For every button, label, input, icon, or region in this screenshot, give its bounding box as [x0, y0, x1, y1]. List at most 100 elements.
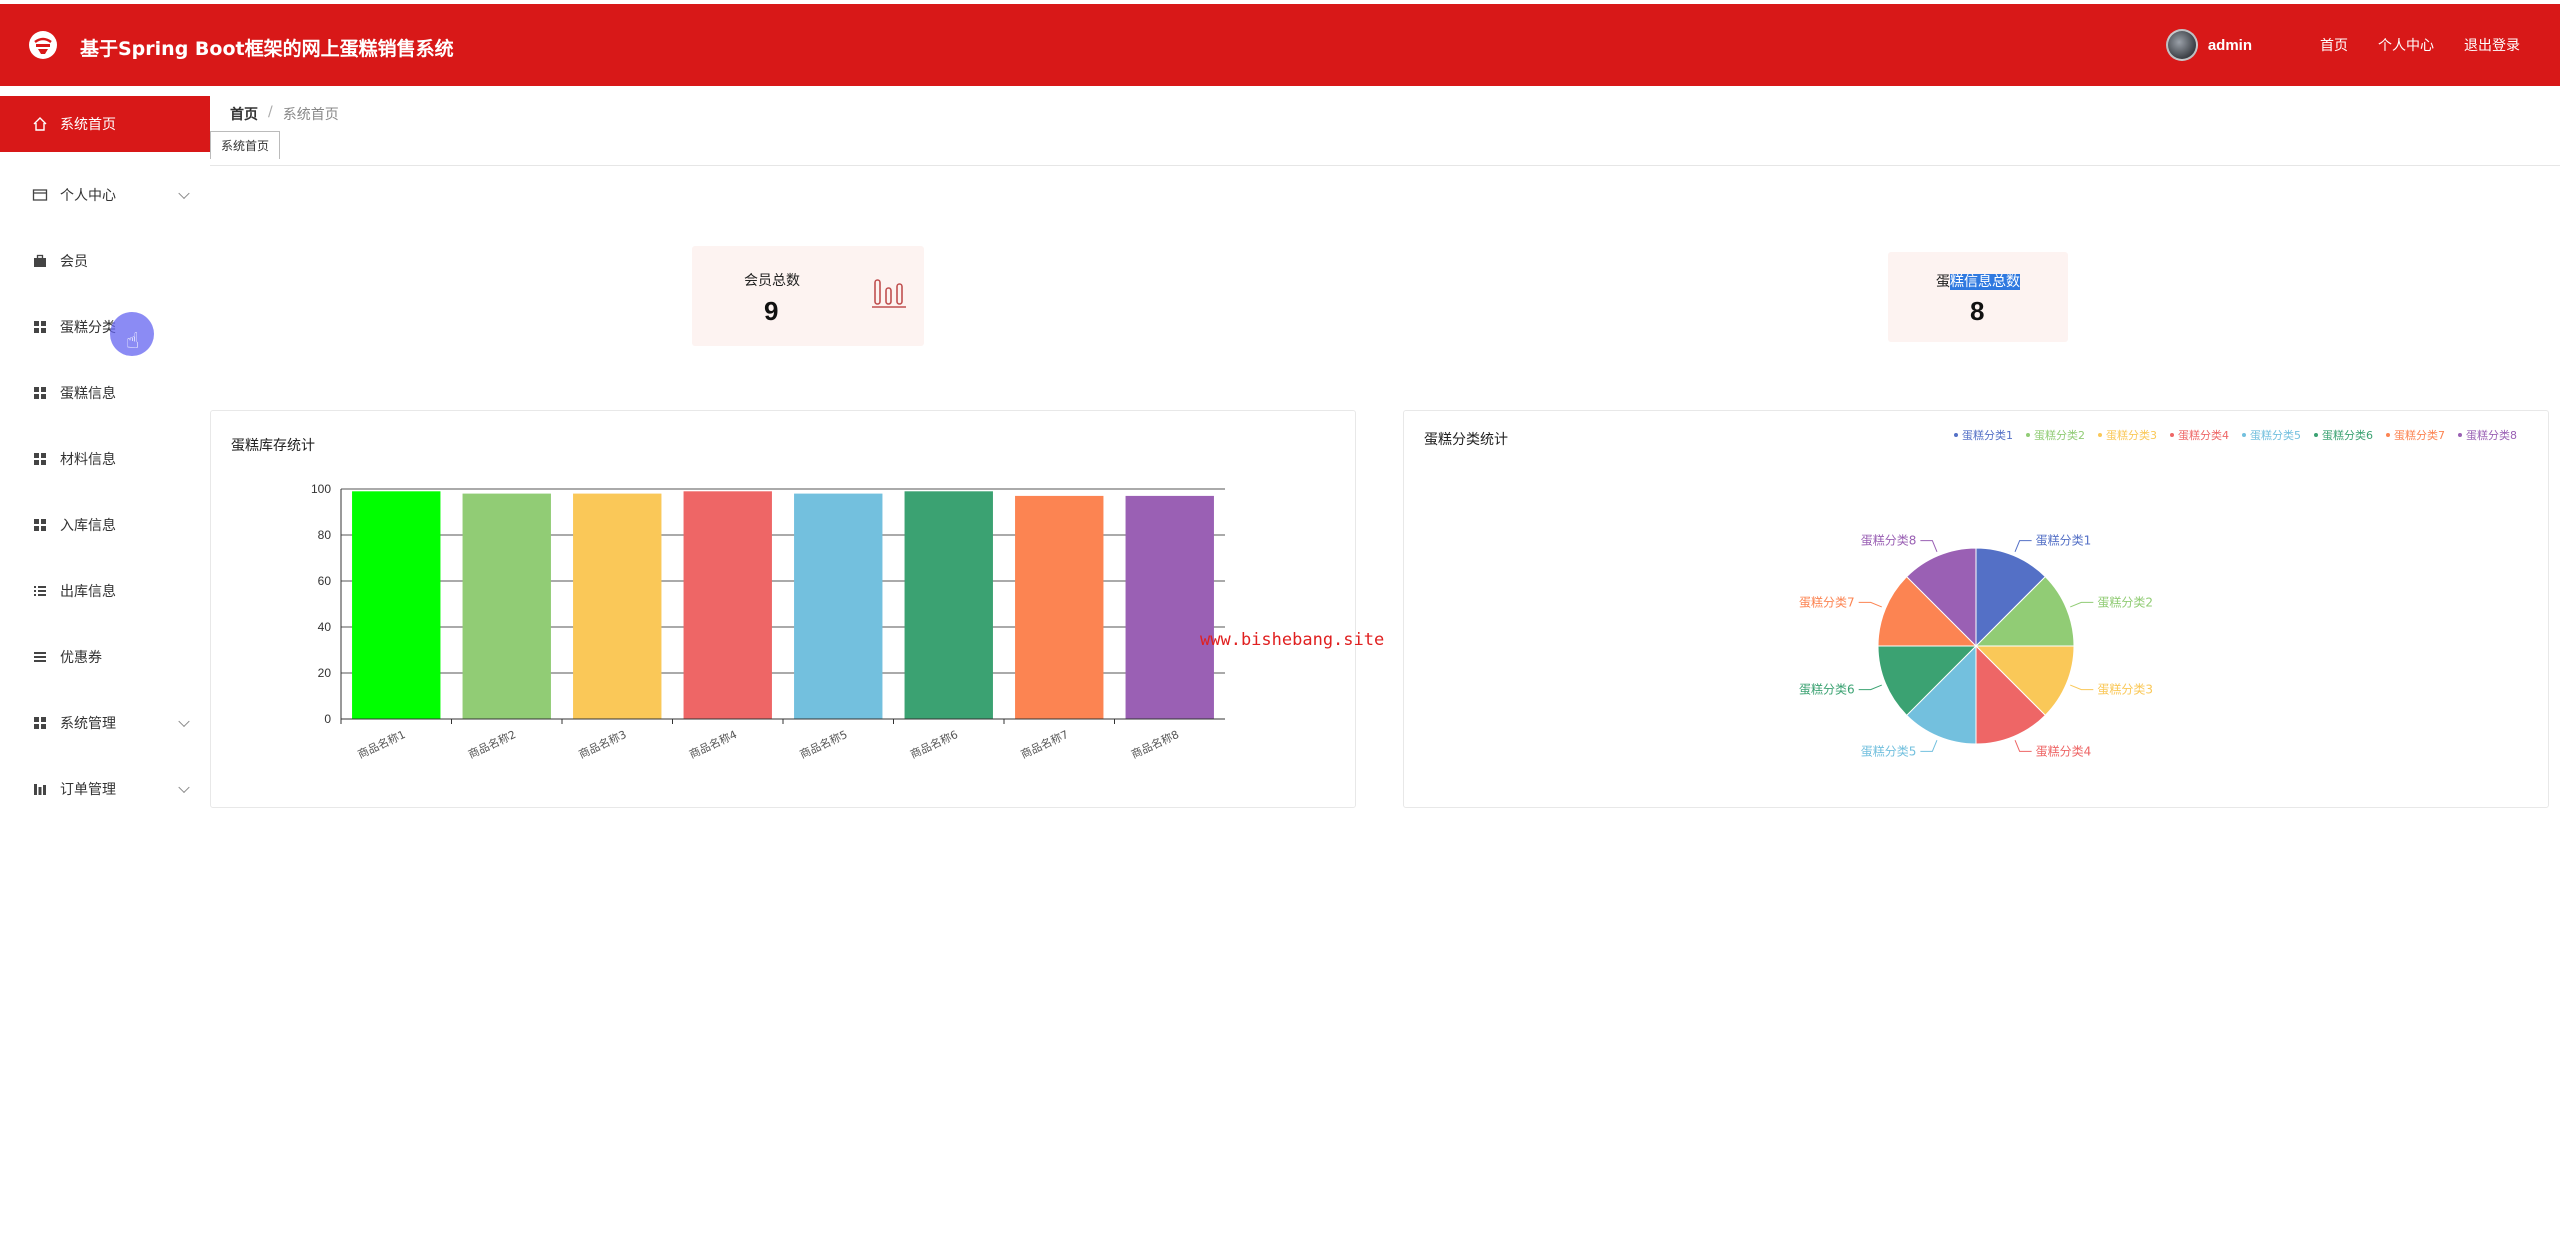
legend-item[interactable]: 蛋糕分类3	[2106, 428, 2157, 442]
chevron-down-icon	[178, 781, 190, 794]
x-tick-label: 商品名称7	[1018, 727, 1070, 761]
legend-item[interactable]: 蛋糕分类6	[2322, 428, 2373, 442]
username: admin	[2207, 36, 2252, 54]
breadcrumb: 首页 / 系统首页	[230, 104, 339, 124]
sidebar-item-cake-info[interactable]: 蛋糕信息	[0, 360, 210, 426]
logout-link[interactable]: 退出登录	[2464, 38, 2520, 54]
legend-item[interactable]: 蛋糕分类2	[2034, 428, 2085, 442]
tags-view: 系统首页	[210, 131, 2560, 166]
legend-marker	[2026, 433, 2030, 437]
label-leader-line	[1858, 601, 1882, 608]
sidebar-item-label: 优惠券	[60, 650, 102, 666]
legend-item[interactable]: 蛋糕分类5	[2250, 428, 2301, 442]
bar[interactable]	[794, 493, 883, 719]
sidebar-item-label: 材料信息	[60, 452, 116, 468]
nav-home-link[interactable]: 首页	[2320, 38, 2348, 54]
sidebar-item-system[interactable]: 系统管理	[0, 690, 210, 756]
home-icon	[32, 116, 48, 132]
label-leader-line	[2014, 540, 2032, 552]
pie-slice[interactable]	[1877, 575, 1978, 647]
id-card-icon	[32, 187, 48, 203]
label-leader-line	[2070, 601, 2094, 608]
slice-label: 蛋糕分类7	[1799, 595, 1855, 609]
label-leader-line	[2014, 740, 2032, 752]
chevron-down-icon	[178, 187, 190, 200]
sidebar-item-orders[interactable]: 订单管理	[0, 756, 210, 822]
cursor-highlight	[110, 312, 154, 356]
grid-icon	[32, 715, 48, 731]
bar[interactable]	[1015, 495, 1104, 719]
legend-item[interactable]: 蛋糕分类8	[2466, 428, 2517, 442]
sidebar-item-profile[interactable]: 个人中心	[0, 162, 210, 228]
sidebar: 系统首页 个人中心 会员 蛋糕分类 蛋糕信息 材料信息 入库	[0, 96, 210, 822]
sidebar-item-label: 入库信息	[60, 518, 116, 534]
y-tick-label: 100	[311, 482, 331, 496]
legend-item[interactable]: 蛋糕分类7	[2394, 428, 2445, 442]
bar-chart: 0 20 40 60 80 100 商品名称1 商品名称2 商品名称3 商品名称4 商品名称5 商品名…	[311, 482, 1225, 761]
label-leader-line	[1858, 684, 1882, 691]
pie-slice[interactable]	[1877, 645, 1978, 717]
legend-marker	[2098, 433, 2102, 437]
bar[interactable]	[1125, 495, 1214, 719]
x-tick-label: 商品名称1	[355, 727, 407, 761]
chart-icon	[32, 781, 48, 797]
slice-label: 蛋糕分类5	[1861, 744, 1917, 758]
pie-slice[interactable]	[1905, 547, 1977, 648]
sidebar-item-member[interactable]: 会员	[0, 228, 210, 294]
bar[interactable]	[352, 491, 441, 719]
pie-chart: 蛋糕分类1 蛋糕分类2 蛋糕分类3 蛋糕分类4 蛋糕分类5 蛋糕分类6 蛋糕分类7 蛋糕分类8…	[1799, 428, 2517, 758]
pie-slice[interactable]	[1975, 547, 2047, 648]
briefcase-icon	[32, 253, 48, 269]
pie-slice[interactable]	[1905, 644, 1977, 745]
legend-marker	[2314, 433, 2318, 437]
y-tick-label: 60	[318, 574, 332, 588]
pie-slice[interactable]	[1974, 645, 2075, 717]
menu-icon	[32, 649, 48, 665]
x-tick-label: 商品名称3	[576, 727, 628, 761]
sidebar-item-label: 订单管理	[60, 782, 116, 798]
x-tick-label: 商品名称2	[466, 727, 518, 761]
legend-marker	[2170, 433, 2174, 437]
sidebar-item-label: 系统首页	[60, 117, 116, 133]
bar[interactable]	[573, 493, 662, 719]
legend-marker	[2242, 433, 2246, 437]
y-tick-label: 40	[318, 620, 332, 634]
legend-marker	[1954, 433, 1958, 437]
pie-slice[interactable]	[1975, 644, 2047, 745]
watermark: www.bishebang.site	[1200, 630, 1385, 650]
nav-profile-link[interactable]: 个人中心	[2378, 38, 2434, 54]
hand-cursor-icon: ☝	[126, 328, 140, 353]
slice-label: 蛋糕分类4	[2036, 744, 2092, 758]
legend-item[interactable]: 蛋糕分类1	[1962, 428, 2013, 442]
tag-home[interactable]: 系统首页	[210, 131, 280, 159]
sidebar-item-stock-out[interactable]: 出库信息	[0, 558, 210, 624]
sidebar-item-material[interactable]: 材料信息	[0, 426, 210, 492]
sidebar-item-cake-category[interactable]: 蛋糕分类	[0, 294, 210, 360]
sidebar-item-label: 个人中心	[60, 188, 116, 204]
bar[interactable]	[462, 493, 551, 719]
bar[interactable]	[904, 491, 993, 719]
slice-label: 蛋糕分类2	[2097, 595, 2153, 609]
pie-slice[interactable]	[1974, 575, 2075, 647]
sidebar-item-label: 蛋糕信息	[60, 386, 116, 402]
avatar[interactable]	[2165, 29, 2198, 61]
breadcrumb-home[interactable]: 首页	[230, 107, 258, 123]
sidebar-item-coupon[interactable]: 优惠券	[0, 624, 210, 690]
slice-label: 蛋糕分类8	[1861, 534, 1917, 548]
y-tick-label: 20	[318, 666, 332, 680]
chevron-down-icon	[178, 715, 190, 728]
label-leader-line	[1920, 540, 1938, 552]
category-pie-chart-panel: 蛋糕分类统计 蛋糕分类1 蛋糕分类2 蛋糕分类3 蛋糕分类4 蛋糕分类5 蛋糕分类6 蛋糕分…	[1403, 410, 2549, 808]
stat-value: 8	[1970, 296, 1985, 326]
legend-item[interactable]: 蛋糕分类4	[2178, 428, 2229, 442]
slice-label: 蛋糕分类6	[1799, 683, 1855, 697]
user-area: admin 首页 个人中心 退出登录	[2165, 28, 2520, 62]
sidebar-item-label: 会员	[60, 254, 88, 270]
x-tick-label: 商品名称6	[908, 727, 960, 761]
grid-icon	[32, 385, 48, 401]
grid-icon	[32, 517, 48, 533]
sidebar-item-stock-in[interactable]: 入库信息	[0, 492, 210, 558]
sidebar-item-home[interactable]: 系统首页	[0, 96, 210, 152]
chart-title: 蛋糕分类统计	[1424, 432, 1508, 448]
bar[interactable]	[683, 491, 772, 719]
